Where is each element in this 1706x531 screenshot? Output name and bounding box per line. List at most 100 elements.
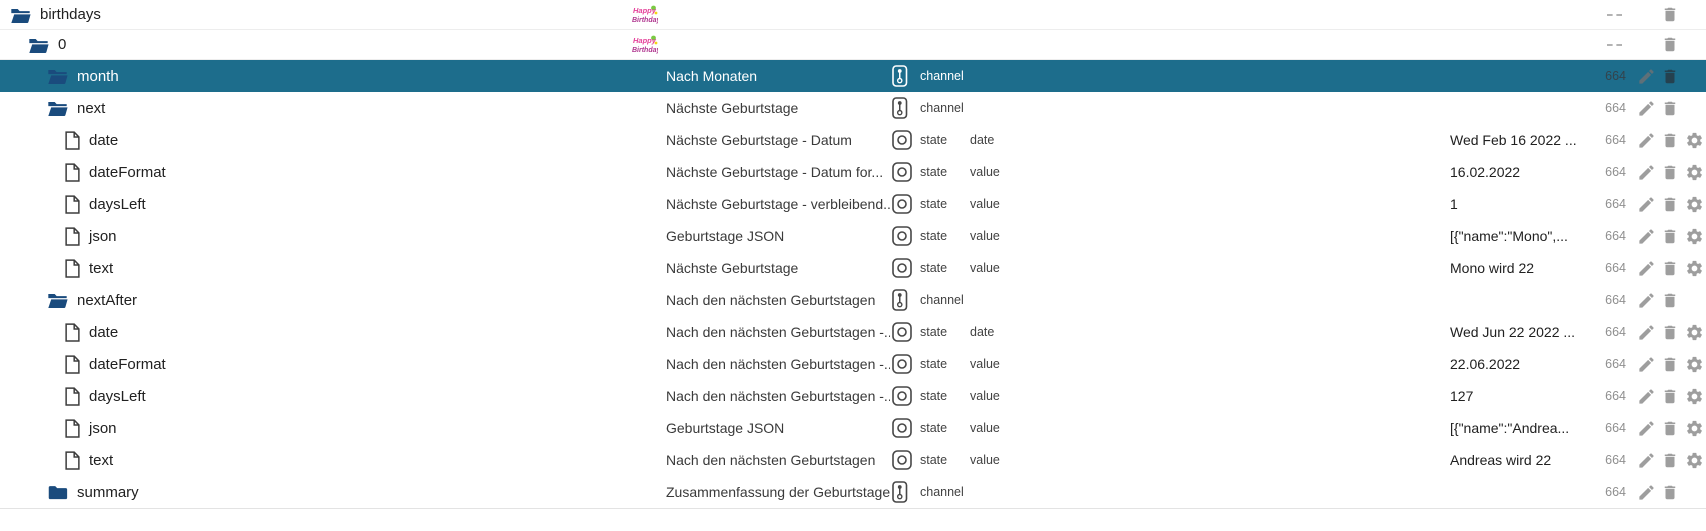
object-tree-row[interactable]: month Happy Birthday Nach Monaten [0,60,1706,92]
object-role-label: value [970,357,1000,371]
object-type-label: channel [920,69,964,83]
object-tree-row[interactable]: text Happy Birthday Nach den nächsten Ge… [0,444,1706,476]
object-tree-row[interactable]: daysLeft Happy Birthday Nächste Geburtst… [0,188,1706,220]
edit-object-button[interactable] [1637,130,1657,150]
file-icon[interactable] [65,258,80,278]
delete-object-button[interactable] [1661,418,1681,438]
object-value[interactable]: 16.02.2022 [1450,164,1521,180]
object-tree-row[interactable]: daysLeft Happy Birthday Nach den nächste… [0,380,1706,412]
edit-object-button[interactable] [1637,418,1657,438]
edit-object-button[interactable] [1637,226,1657,246]
settings-object-button[interactable] [1685,322,1705,342]
settings-object-button[interactable] [1685,386,1705,406]
edit-object-button[interactable] [1637,194,1657,214]
settings-object-button[interactable] [1685,418,1705,438]
object-tree-row[interactable]: date Happy Birthday Nächste Geburtstage … [0,124,1706,156]
object-value[interactable]: Andreas wird 22 [1450,452,1552,468]
access-mode-label: 664 [1605,357,1626,371]
file-icon[interactable] [65,354,80,374]
object-value[interactable]: [{"name":"Andrea... [1450,420,1570,436]
delete-object-button[interactable] [1661,450,1681,470]
settings-object-button[interactable] [1685,130,1705,150]
edit-object-button[interactable] [1637,450,1657,470]
file-icon[interactable] [65,130,80,150]
delete-object-button[interactable] [1661,194,1681,214]
object-description: Nach den nächsten Geburtstagen [666,452,876,468]
object-type-label: channel [920,101,964,115]
object-description: Nächste Geburtstage - verbleibend... [666,196,890,212]
object-value[interactable]: 22.06.2022 [1450,356,1521,372]
object-value[interactable]: 1 [1450,196,1458,212]
file-icon[interactable] [65,226,80,246]
object-description: Nächste Geburtstage - Datum [666,132,852,148]
folder-open-icon[interactable] [47,67,68,85]
no-mode-dash [1607,13,1622,16]
edit-object-button[interactable] [1637,482,1657,502]
file-icon[interactable] [65,386,80,406]
delete-object-button[interactable] [1661,226,1681,246]
settings-object-button[interactable] [1685,162,1705,182]
channel-icon [892,289,914,311]
access-mode-label: 664 [1605,293,1626,307]
folder-open-icon[interactable] [10,6,31,24]
delete-object-button[interactable] [1661,162,1681,182]
object-tree-row[interactable]: nextAfter Happy Birthday Nach den nächst… [0,284,1706,316]
delete-object-button[interactable] [1661,386,1681,406]
object-value[interactable]: [{"name":"Mono",... [1450,228,1568,244]
delete-object-button[interactable] [1661,130,1681,150]
delete-object-button[interactable] [1661,258,1681,278]
folder-open-icon[interactable] [47,291,68,309]
delete-object-button[interactable] [1661,5,1681,25]
delete-object-button[interactable] [1661,482,1681,502]
object-value[interactable]: 127 [1450,388,1474,404]
delete-object-button[interactable] [1661,290,1681,310]
file-icon[interactable] [65,418,80,438]
folder-open-icon[interactable] [28,36,49,54]
settings-object-button[interactable] [1685,258,1705,278]
edit-object-button[interactable] [1637,258,1657,278]
object-tree-row[interactable]: birthdays Happy Birthday [0,0,1706,30]
file-icon[interactable] [65,194,80,214]
object-tree-row[interactable]: date Happy Birthday Nach den nächsten Ge… [0,316,1706,348]
object-description: Nach den nächsten Geburtstagen -... [666,324,890,340]
settings-object-button[interactable] [1685,226,1705,246]
edit-object-button[interactable] [1637,290,1657,310]
folder-icon[interactable] [47,483,68,501]
file-icon[interactable] [65,162,80,182]
object-tree-row[interactable]: summary Happy Birthday Zusammenfassung d… [0,476,1706,508]
delete-object-button[interactable] [1661,35,1681,55]
object-tree-row[interactable]: dateFormat Happy Birthday Nächste Geburt… [0,156,1706,188]
object-name: next [77,99,106,117]
edit-object-button[interactable] [1637,162,1657,182]
object-tree-row[interactable]: dateFormat Happy Birthday Nach den nächs… [0,348,1706,380]
delete-object-button[interactable] [1661,354,1681,374]
delete-object-button[interactable] [1661,322,1681,342]
object-value[interactable]: Wed Jun 22 2022 ... [1450,324,1576,340]
object-tree-row[interactable]: text Happy Birthday Nächste Geburtstage [0,252,1706,284]
delete-object-button[interactable] [1661,98,1681,118]
object-tree-row[interactable]: 0 Happy Birthday [0,30,1706,60]
object-role-label: date [970,325,995,339]
object-tree-row[interactable]: json Happy Birthday Geburtstage JSON [0,220,1706,252]
file-icon[interactable] [65,322,80,342]
settings-object-button[interactable] [1685,354,1705,374]
object-value[interactable]: Wed Feb 16 2022 ... [1450,132,1577,148]
object-tree-row[interactable]: json Happy Birthday Geburtstage JSON [0,412,1706,444]
edit-object-button[interactable] [1637,98,1657,118]
delete-object-button[interactable] [1661,66,1681,86]
settings-object-button[interactable] [1685,194,1705,214]
edit-object-button[interactable] [1637,386,1657,406]
state-icon [892,354,914,374]
edit-object-button[interactable] [1637,322,1657,342]
object-description: Nächste Geburtstage [666,260,799,276]
settings-object-button[interactable] [1685,450,1705,470]
object-name: daysLeft [89,195,146,213]
object-value[interactable]: Mono wird 22 [1450,260,1535,276]
object-tree-row[interactable]: next Happy Birthday Nächste Geburtstage [0,92,1706,124]
edit-object-button[interactable] [1637,354,1657,374]
file-icon[interactable] [65,450,80,470]
folder-open-icon[interactable] [47,99,68,117]
edit-object-button[interactable] [1637,66,1657,86]
object-type-label: state [920,325,948,339]
